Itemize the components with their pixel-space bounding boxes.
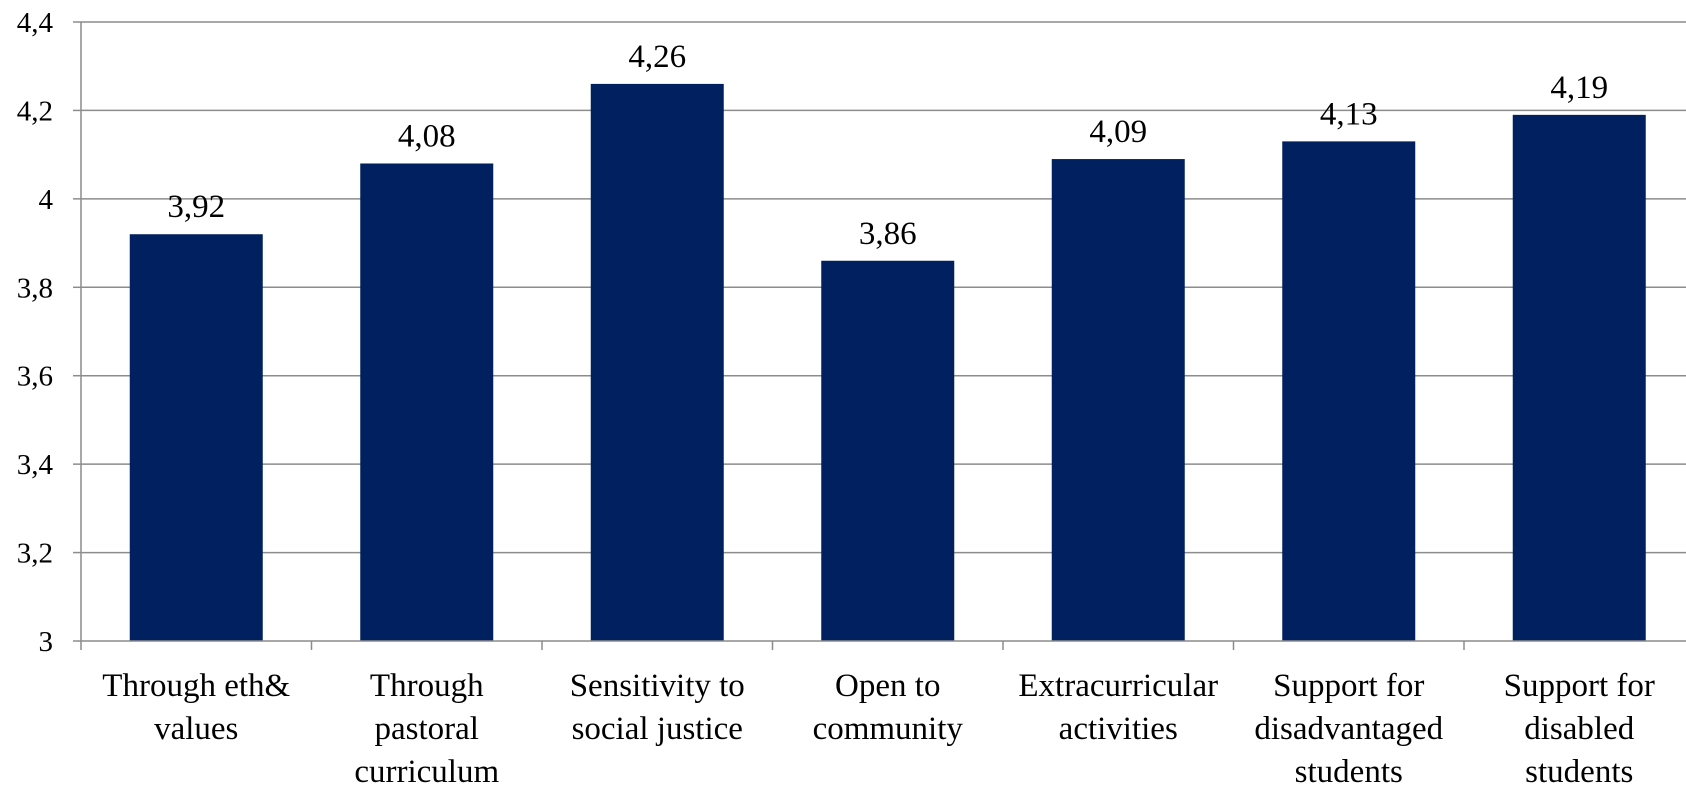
bar [590, 83, 724, 641]
x-category-label: Support for disadvantaged students [1254, 668, 1443, 786]
bar [360, 163, 494, 641]
bar [821, 260, 955, 641]
axes [73, 21, 1686, 650]
x-category-label: Through pastoral curriculum [354, 668, 499, 786]
bar [1512, 114, 1646, 642]
x-category-label: Extracurricular activities [1018, 668, 1218, 747]
y-tick-label: 4,4 [17, 7, 54, 39]
y-tick-label: 3,2 [17, 538, 53, 570]
y-tick-label: 3,6 [17, 361, 53, 393]
y-tick-label: 4 [39, 184, 54, 216]
bars [129, 83, 1646, 642]
data-label: 3,92 [167, 189, 225, 225]
data-label: 4,08 [398, 118, 456, 154]
y-tick-labels: 3 3,2 3,4 3,6 3,8 4 4,2 4,4 [17, 7, 54, 658]
data-label: 4,13 [1320, 96, 1378, 132]
data-label: 4,09 [1089, 114, 1147, 150]
data-labels: 3,92 4,08 4,26 3,86 4,09 4,13 4,19 [167, 39, 1608, 252]
data-label: 4,26 [628, 39, 686, 75]
y-tick-label: 3,4 [17, 449, 54, 481]
y-tick-label: 3 [39, 626, 54, 658]
y-tick-label: 4,2 [17, 95, 53, 127]
x-category-label: Sensitivity to social justice [570, 668, 745, 747]
data-label: 4,19 [1550, 70, 1608, 106]
x-category-label: Through eth& values [102, 668, 290, 747]
bar [1051, 159, 1185, 642]
bar [129, 234, 263, 641]
bar [1282, 141, 1416, 641]
data-label: 3,86 [859, 216, 917, 252]
x-category-label: Support for disabled students [1504, 668, 1655, 786]
y-tick-label: 3,8 [17, 272, 53, 304]
x-category-label: Open to community [813, 668, 964, 747]
x-category-labels: Through eth& values Through pastoral curricu… [102, 668, 1655, 786]
